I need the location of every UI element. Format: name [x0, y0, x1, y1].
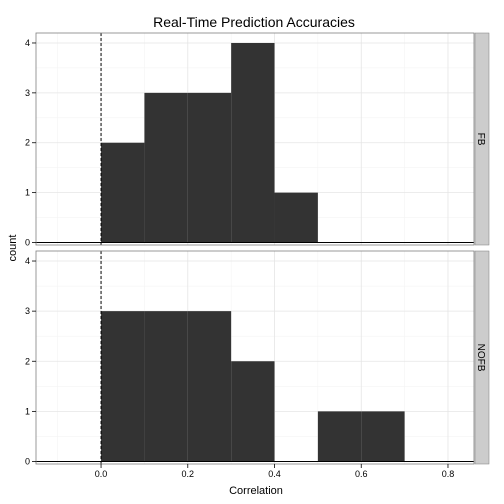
- histogram-bar: [274, 192, 318, 243]
- histogram-bar: [231, 42, 275, 243]
- x-tick-label: 0.4: [268, 469, 281, 479]
- facet-strip-label: FB: [475, 133, 486, 146]
- panel-fb: 0 1 2 3 4 FB: [25, 32, 490, 248]
- x-tick-label: 0.8: [442, 469, 455, 479]
- y-tick-label: 1: [25, 406, 30, 416]
- y-tick-label: 3: [25, 88, 30, 98]
- facet-strip-label: NOFB: [475, 344, 486, 372]
- panel-border: [35, 250, 475, 465]
- y-tick-label: 4: [25, 38, 30, 48]
- y-tick-label: 0: [25, 238, 30, 248]
- histogram-bar: [101, 311, 145, 462]
- y-tick-label: 2: [25, 138, 30, 148]
- facet-strip: [474, 32, 490, 246]
- histogram-bar: [144, 92, 188, 243]
- histogram-bar: [317, 411, 362, 462]
- panel-border: [35, 32, 475, 246]
- x-tick-label: 0.0: [95, 469, 108, 479]
- x-tick-label: 0.6: [355, 469, 368, 479]
- histogram-bar: [101, 142, 145, 243]
- y-tick-label: 1: [25, 188, 30, 198]
- x-axis-title: Correlation: [229, 485, 283, 497]
- panel-nofb: 0 1 2 3 4 NOFB 0.0 0.2 0.4 0.6 0.8: [25, 250, 490, 479]
- y-axis-title: count: [7, 235, 19, 262]
- y-tick-label: 0: [25, 456, 30, 466]
- histogram-bar: [144, 311, 188, 462]
- histogram-bar: [187, 311, 232, 462]
- histogram-bar: [187, 92, 232, 243]
- y-tick-label: 4: [25, 256, 30, 266]
- histogram-bar: [231, 361, 275, 462]
- chart-title: Real-Time Prediction Accuracies: [153, 14, 355, 30]
- facet-strip: [474, 250, 490, 465]
- histogram-bar: [361, 411, 405, 462]
- panels-group: 0 1 2 3 4 FB 0 1 2 3 4 NOFB 0.0 0.2 0.4 0.6 0.8: [25, 32, 490, 479]
- y-tick-label: 2: [25, 356, 30, 366]
- x-tick-label: 0.2: [182, 469, 195, 479]
- y-tick-label: 3: [25, 306, 30, 316]
